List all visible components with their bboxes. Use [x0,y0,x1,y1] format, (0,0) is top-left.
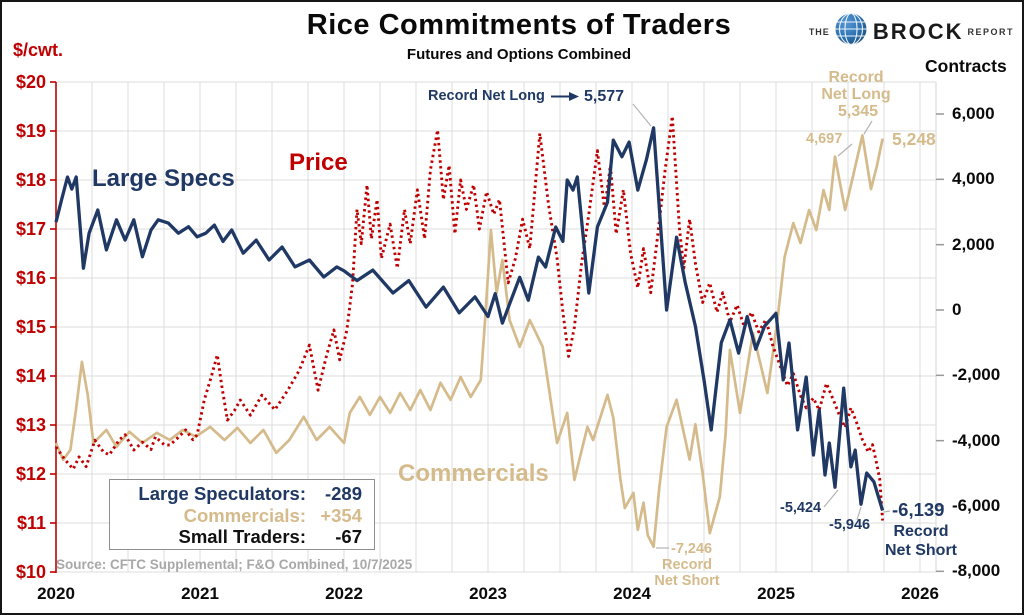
contracts-axis-tick-label: 2,000 [952,234,995,254]
legend-label: Small Traders: [178,526,306,547]
price-axis-tick-label: $18 [15,170,46,190]
contracts-axis-tick-label: -8,000 [952,561,1001,581]
annotation-comm-record-short-value: -7,246 [671,541,713,557]
brock-report-logo: THE BROCK REPORT [809,12,1014,51]
contracts-axis-title: Contracts [925,56,1007,76]
annotation-connector [837,143,853,157]
contracts-axis-tick-label: 4,000 [952,169,995,189]
annotation-connector [883,510,891,513]
annotation-comm-current: 5,248 [892,129,936,149]
contracts-axis-tick-label: 0 [952,300,962,319]
series-label-price: Price [289,149,348,176]
contracts-axis-tick-label: 6,000 [952,104,995,123]
annotation-connector [823,489,839,508]
x-axis-year-label: 2025 [757,584,795,603]
annotation-specs-record-line1: Record [893,523,949,540]
price-axis-tick-label: $11 [16,513,46,533]
annotation-connector [856,506,862,521]
annotation-record-net-long-label: Record Net Long [428,88,545,104]
chart-subtitle: Futures and Options Combined [406,46,632,63]
annotation-comm-record-short-line1: Record [662,557,712,573]
annotation-comm-record-line1: Record [828,69,884,86]
legend-label: Commercials: [183,504,306,526]
price-axis-tick-label: $12 [15,464,46,484]
contracts-axis-tick-label: -2,000 [952,365,1001,385]
series-line-large-specs [54,126,885,511]
annotation-specs-record-line2: Net Short [885,542,957,559]
contracts-axis-tick-label: -4,000 [952,430,1001,450]
page-title: Rice Commitments of Traders [306,9,732,41]
legend-value: +354 [320,504,362,526]
series-label-commercials: Commercials [398,460,549,487]
price-axis-tick-label: $19 [15,121,46,141]
legend-label: Large Speculators: [138,483,306,504]
x-axis-year-label: 2026 [901,584,939,603]
logo-report-text: REPORT [967,26,1014,37]
legend-box: Large Speculators: -289 Commercials: +354 Sm… [109,479,375,550]
annotation-specs-low-2: -5,946 [829,517,871,533]
annotation-specs-record-value: -6,139 [892,499,945,520]
annotation-comm-record-line2: Net Long [821,86,891,103]
contracts-axis-tick-label: -6,000 [952,496,1001,515]
source-note: Source: CFTC Supplemental; F&O Combined,… [56,557,413,572]
record-net-long-arrowhead [569,92,579,101]
price-axis-tick-label: $14 [15,366,46,386]
x-axis-year-label: 2024 [613,584,651,603]
series-line-commercials [54,134,884,549]
price-axis-title: $/cwt. [13,40,64,60]
series-label-large-specs: Large Specs [92,165,235,192]
annotation-connector [863,120,873,135]
annotation-connector [632,103,652,127]
price-axis-tick-label: $17 [15,219,46,239]
x-axis-year-label: 2021 [181,584,219,603]
x-axis-year-label: 2022 [325,584,363,603]
annotation-comm-record-short-line2: Net Short [654,573,720,589]
logo-the-text: THE [808,26,830,37]
x-axis-year-label: 2023 [469,584,507,603]
legend-row: Commercials: +354 [110,505,374,527]
annotation-comm-prior-peak: 4,697 [806,131,843,147]
legend-row: Small Traders: -67 [110,526,374,548]
price-axis-tick-label: $15 [15,317,46,337]
annotation-record-net-long-value: 5,577 [584,88,625,105]
legend-row: Large Speculators: -289 [110,483,374,505]
price-axis-tick-label: $20 [15,72,46,92]
x-axis-year-label: 2020 [37,584,75,603]
legend-value: -289 [324,483,362,504]
price-axis-tick-label: $10 [15,562,46,582]
logo-brock-text: BROCK [872,18,964,44]
annotation-comm-record-value: 5,345 [837,103,879,120]
globe-icon [834,12,868,51]
price-axis-tick-label: $13 [15,415,46,435]
price-axis-tick-label: $16 [15,268,46,288]
annotation-specs-low-1: -5,424 [780,500,822,516]
legend-value: -67 [335,526,362,547]
